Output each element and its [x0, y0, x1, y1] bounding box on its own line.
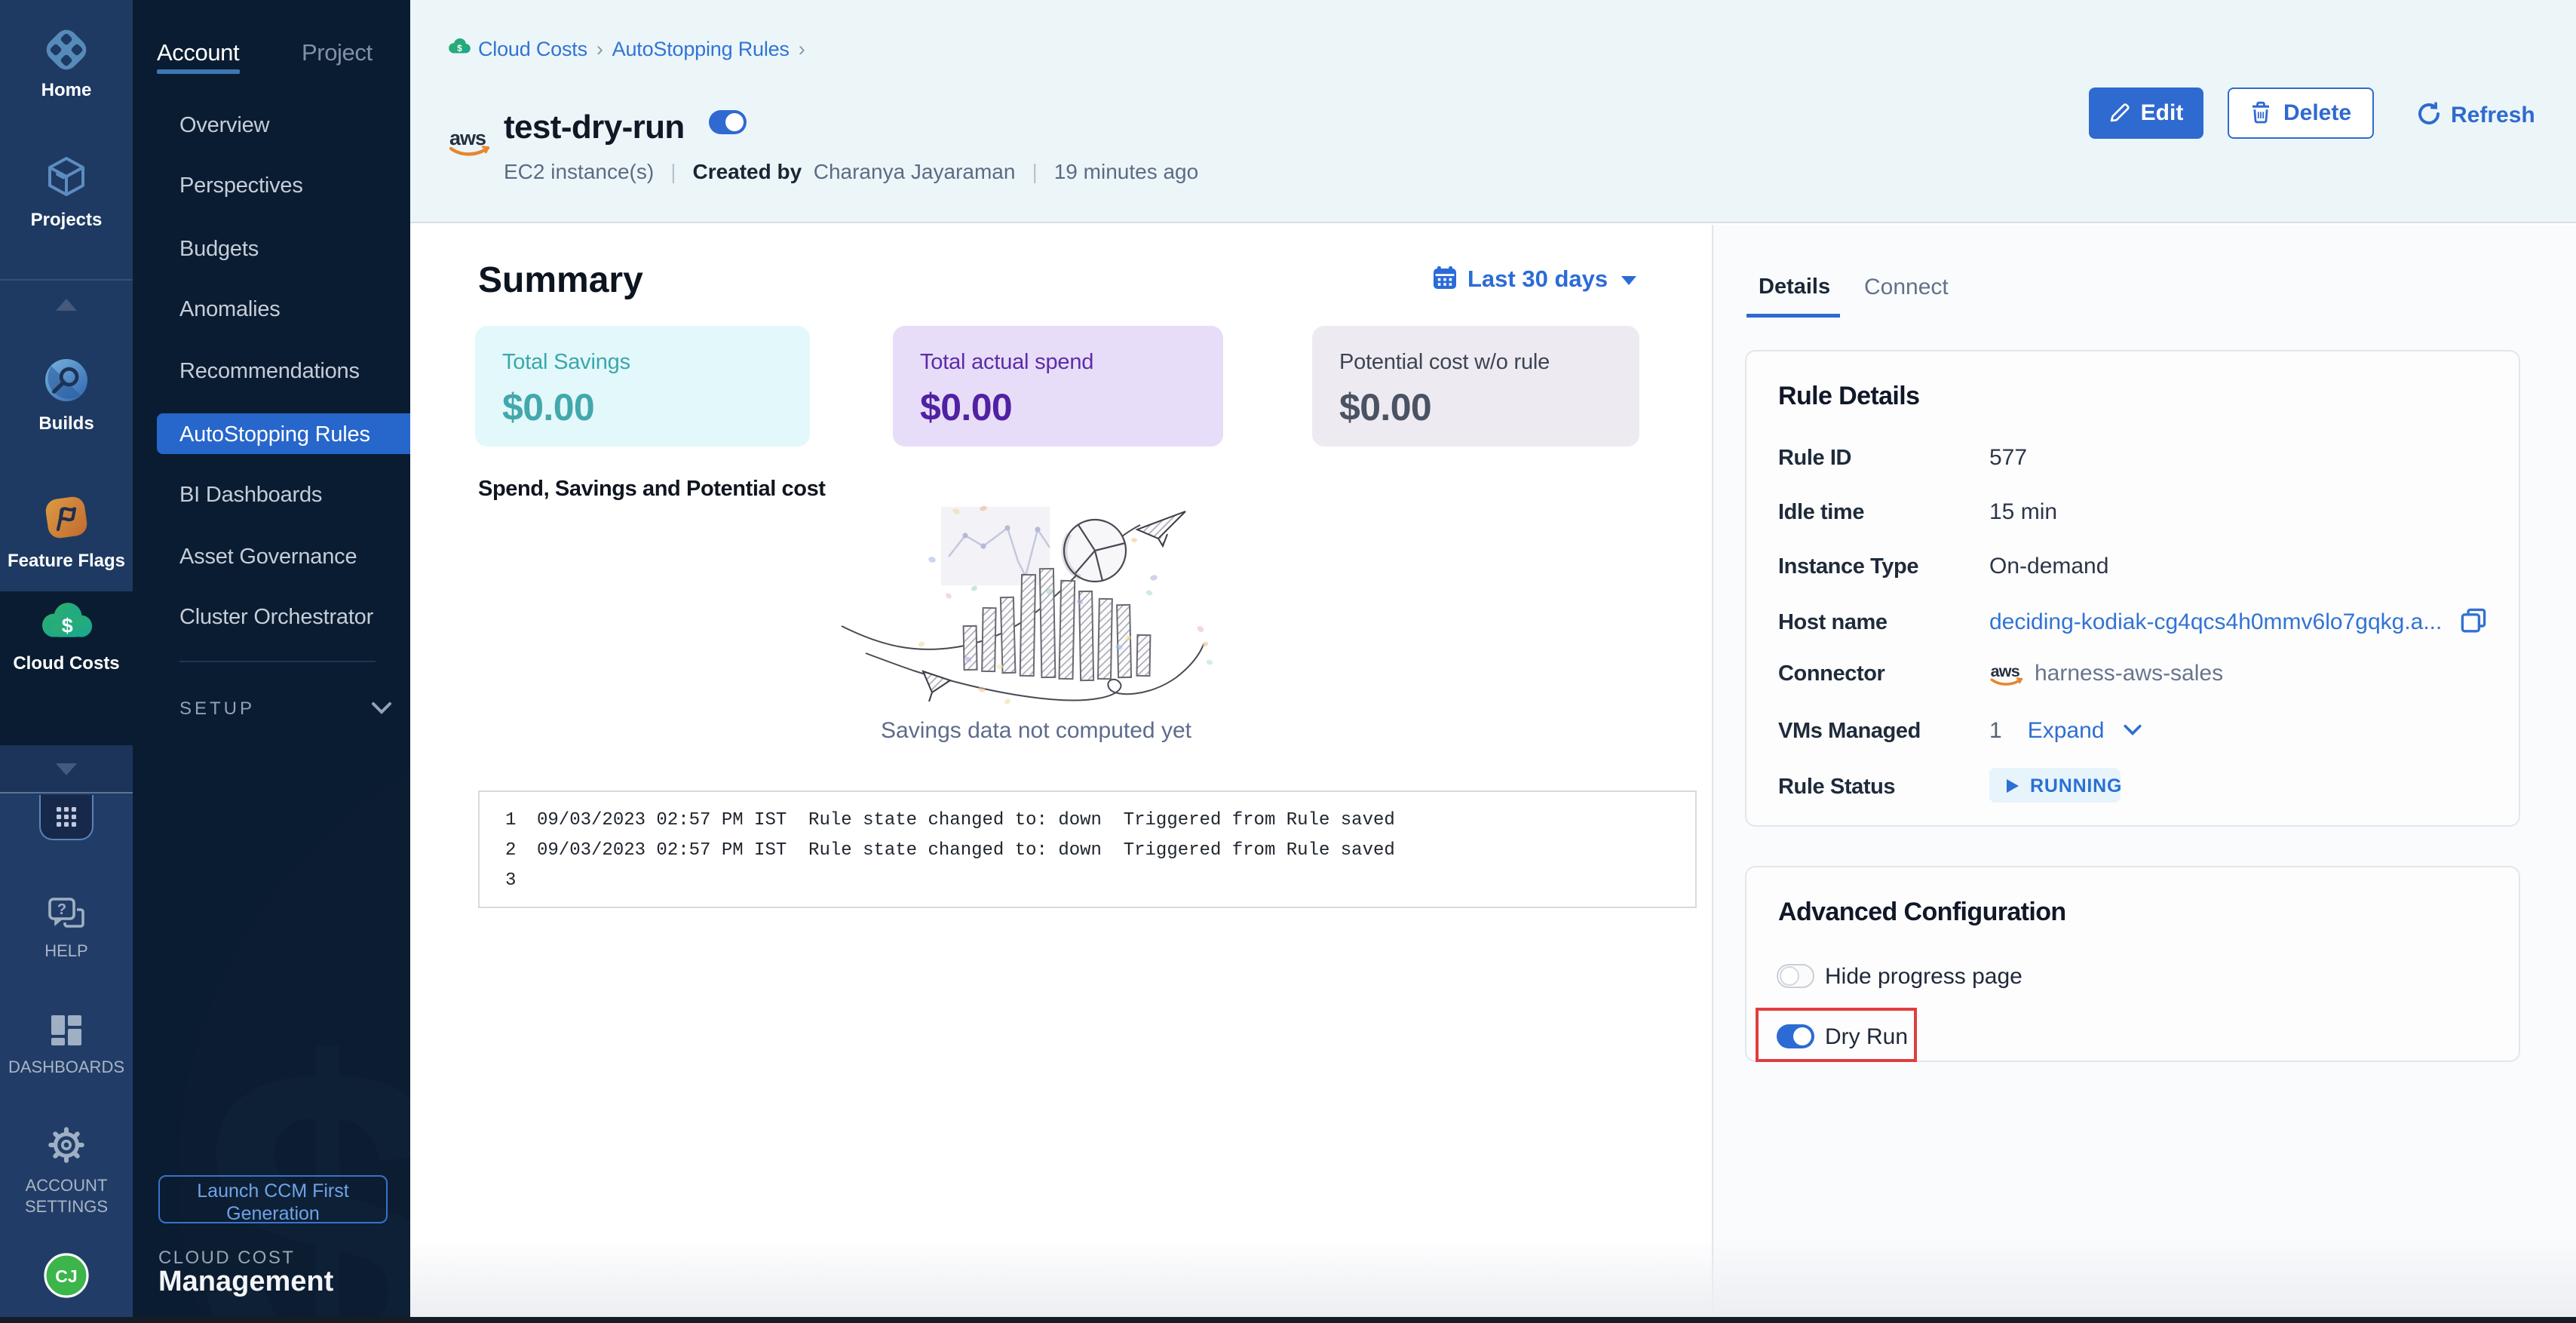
svg-text:$: $ [62, 614, 73, 637]
svg-text:?: ? [57, 901, 66, 918]
svg-text:aws: aws [1991, 662, 2020, 680]
svg-text:aws: aws [449, 127, 486, 149]
svg-text:CJ: CJ [55, 1266, 77, 1286]
svg-text:$: $ [457, 44, 462, 54]
